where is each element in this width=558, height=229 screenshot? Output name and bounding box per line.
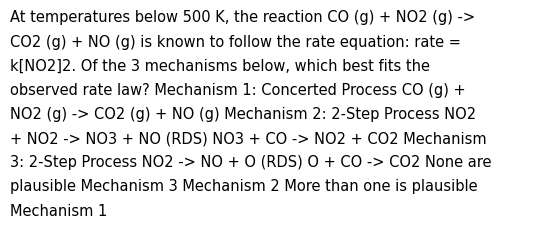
Text: k[NO2]2. Of the 3 mechanisms below, which best fits the: k[NO2]2. Of the 3 mechanisms below, whic… — [10, 58, 430, 73]
Text: 3: 2-Step Process NO2 -> NO + O (RDS) O + CO -> CO2 None are: 3: 2-Step Process NO2 -> NO + O (RDS) O … — [10, 155, 492, 169]
Text: Mechanism 1: Mechanism 1 — [10, 203, 107, 218]
Text: NO2 (g) -> CO2 (g) + NO (g) Mechanism 2: 2-Step Process NO2: NO2 (g) -> CO2 (g) + NO (g) Mechanism 2:… — [10, 106, 476, 121]
Text: CO2 (g) + NO (g) is known to follow the rate equation: rate =: CO2 (g) + NO (g) is known to follow the … — [10, 34, 461, 49]
Text: + NO2 -> NO3 + NO (RDS) NO3 + CO -> NO2 + CO2 Mechanism: + NO2 -> NO3 + NO (RDS) NO3 + CO -> NO2 … — [10, 131, 487, 145]
Text: observed rate law? Mechanism 1: Concerted Process CO (g) +: observed rate law? Mechanism 1: Concerte… — [10, 82, 466, 97]
Text: plausible Mechanism 3 Mechanism 2 More than one is plausible: plausible Mechanism 3 Mechanism 2 More t… — [10, 179, 478, 194]
Text: At temperatures below 500 K, the reaction CO (g) + NO2 (g) ->: At temperatures below 500 K, the reactio… — [10, 10, 475, 25]
